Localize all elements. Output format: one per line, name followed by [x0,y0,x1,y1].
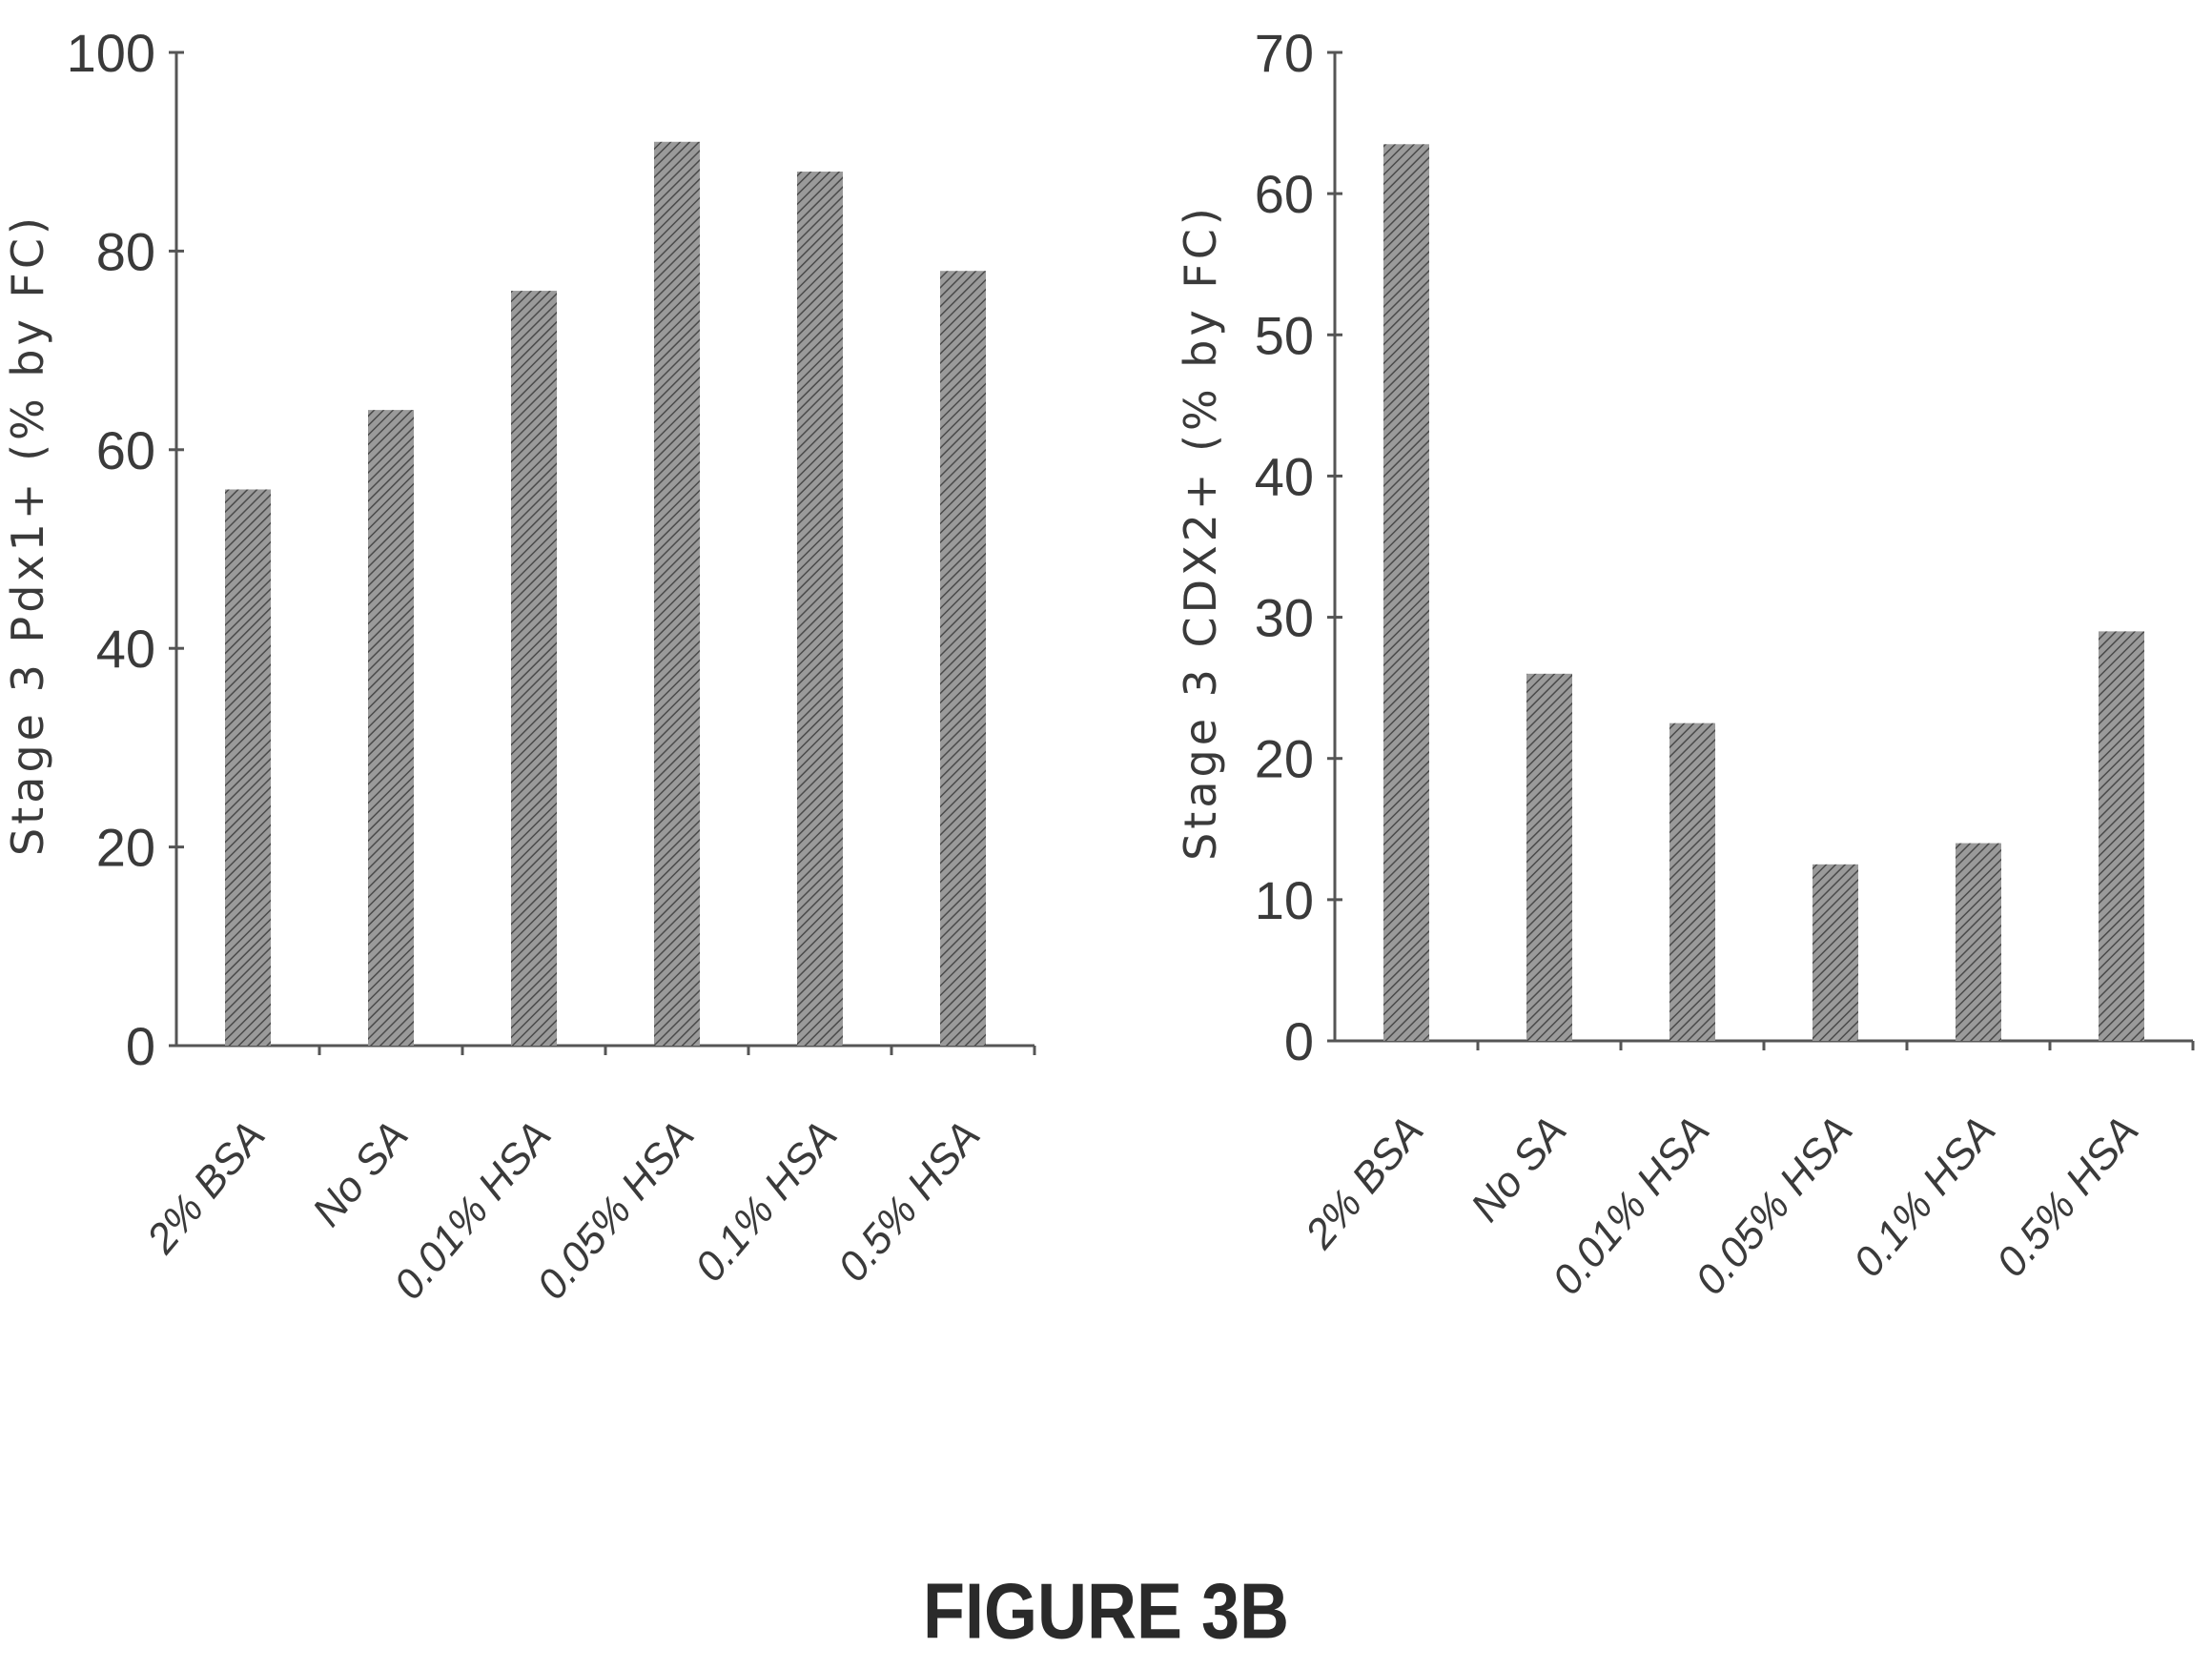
pdx1-y-tick-label: 100 [67,23,155,83]
pdx1-category-label: 0.1% HSA [686,1112,847,1291]
cdx2-category-label: 0.1% HSA [1845,1108,2005,1286]
cdx2-category-label: 2% BSA [1296,1108,1433,1258]
cdx2-y-tick-label: 20 [1255,729,1314,789]
cdx2-bar-chart: 0 10 20 30 40 50 60 70 Stage 3 CDX2+ (% by FC) 2%… [1175,23,2195,1304]
pdx1-y-tick-label: 20 [96,818,155,878]
cdx2-bar [2099,631,2144,1041]
pdx1-y-tick-label: 80 [96,221,155,281]
pdx1-bar [511,291,557,1047]
cdx2-bar [1669,723,1715,1041]
pdx1-y-tick-label: 0 [126,1016,155,1076]
cdx2-y-tick-label: 30 [1255,588,1314,648]
cdx2-bar [1813,864,1858,1041]
pdx1-y-tick-label: 60 [96,420,155,480]
figure-caption: FIGURE 3B [922,1568,1290,1656]
cdx2-bar [1526,673,1572,1041]
pdx1-bar [797,172,843,1047]
pdx1-bar [225,489,271,1046]
pdx1-category-label: 0.5% HSA [830,1112,990,1291]
pdx1-y-tick-label: 40 [96,619,155,679]
cdx2-bar [1383,144,1429,1042]
cdx2-y-tick-label: 0 [1284,1011,1314,1071]
pdx1-category-label: No SA [303,1112,417,1235]
cdx2-category-label: 0.5% HSA [1988,1108,2148,1286]
pdx1-bar [654,141,700,1046]
cdx2-y-axis-label: Stage 3 CDX2+ (% by FC) [1175,204,1226,861]
cdx2-y-tick-label: 60 [1255,164,1314,224]
cdx2-y-tick-label: 40 [1255,446,1314,506]
pdx1-bar-chart: 0 20 40 60 80 100 Stage 3 Pdx1+ (% by FC) 2% BS… [2,23,1036,1309]
cdx2-y-tick-label: 70 [1255,23,1314,83]
cdx2-bar [1956,843,2001,1041]
pdx1-bar [940,271,986,1046]
pdx1-y-axis-label: Stage 3 Pdx1+ (% by FC) [2,214,53,856]
pdx1-category-label: 2% BSA [137,1112,275,1263]
cdx2-category-label: No SA [1462,1108,1575,1231]
pdx1-bar [368,410,414,1046]
cdx2-y-tick-label: 50 [1255,305,1314,365]
cdx2-y-tick-label: 10 [1255,870,1314,930]
